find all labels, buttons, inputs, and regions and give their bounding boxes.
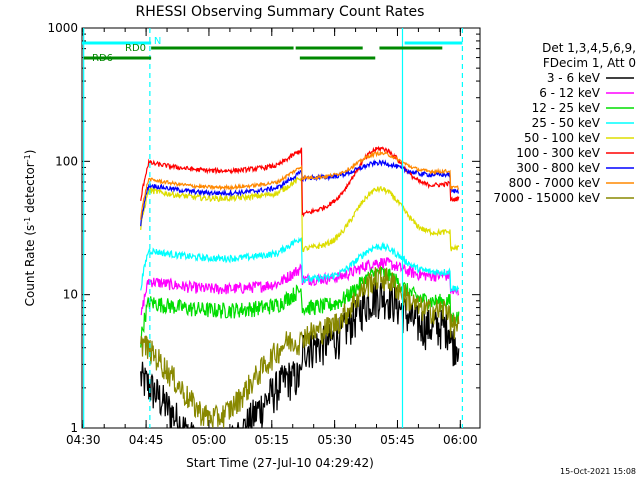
legend-title-line1: Det 1,3,4,5,6,9,	[542, 41, 636, 55]
x-axis-label: Start Time (27-Jul-10 04:29:42)	[186, 456, 374, 470]
plot-frame	[81, 27, 481, 429]
y-label-sup1: -1	[23, 217, 32, 225]
x-tick-label: 04:30	[66, 433, 101, 447]
y-label-sup2: -1	[23, 154, 32, 162]
legend-label: 300 - 800 keV	[516, 161, 600, 175]
date-stamp: 15-Oct-2021 15:08	[560, 467, 636, 476]
legend-label: 100 - 300 keV	[516, 146, 600, 160]
chart-title: RHESSI Observing Summary Count Rates	[136, 4, 425, 20]
y-label-mid: detector	[23, 162, 37, 217]
series-line-25-50-kev	[140, 236, 460, 293]
rd-bar-label: RD0	[125, 43, 146, 54]
legend-title-line2: FDecim 1, Att 0	[543, 56, 636, 70]
x-tick-label: 05:00	[192, 433, 227, 447]
x-tick-label: 05:45	[380, 433, 415, 447]
series-line-7000-15000-kev	[140, 265, 460, 429]
legend-label: 7000 - 15000 keV	[493, 191, 600, 205]
saa-markers: N	[83, 28, 464, 428]
legend-label: 50 - 100 keV	[524, 131, 601, 145]
series-line-6-12-kev	[140, 257, 460, 316]
axes: 04:30 04:45 05:00 05:15 05:30 05:45 06:00 1 10 10…	[47, 21, 480, 447]
rd-bars: RD0 RD6	[82, 41, 463, 64]
y-tick-label: 100	[55, 154, 78, 168]
legend-label: 6 - 12 keV	[539, 86, 601, 100]
x-tick-label: 04:45	[129, 433, 164, 447]
legend-label: 25 - 50 keV	[532, 116, 601, 130]
y-tick-label: 1000	[47, 21, 78, 35]
rd-bar-label: RD6	[92, 53, 113, 64]
legend-label: 3 - 6 keV	[547, 71, 601, 85]
series-line-800-7000-kev	[140, 150, 460, 220]
y-label-main: Count Rate (s	[23, 225, 37, 307]
legend-label: 12 - 25 keV	[532, 101, 601, 115]
y-tick-label: 1	[70, 421, 78, 435]
x-tick-label: 05:30	[317, 433, 352, 447]
series-line-300-800-kev	[140, 159, 459, 227]
series-line-3-6-kev	[140, 280, 460, 429]
x-tick-label: 06:00	[443, 433, 478, 447]
series-group	[140, 145, 460, 429]
y-tick-label: 10	[63, 288, 78, 302]
series-line-50-100-kev	[140, 176, 460, 253]
y-label-end: )	[23, 150, 37, 155]
legend-label: 800 - 7000 keV	[509, 176, 601, 190]
y-axis-label: Count Rate (s-1 detector-1)	[23, 150, 37, 307]
series-line-100-300-kev	[140, 145, 460, 218]
x-tick-label: 05:15	[254, 433, 289, 447]
saa-label: N	[154, 36, 161, 47]
